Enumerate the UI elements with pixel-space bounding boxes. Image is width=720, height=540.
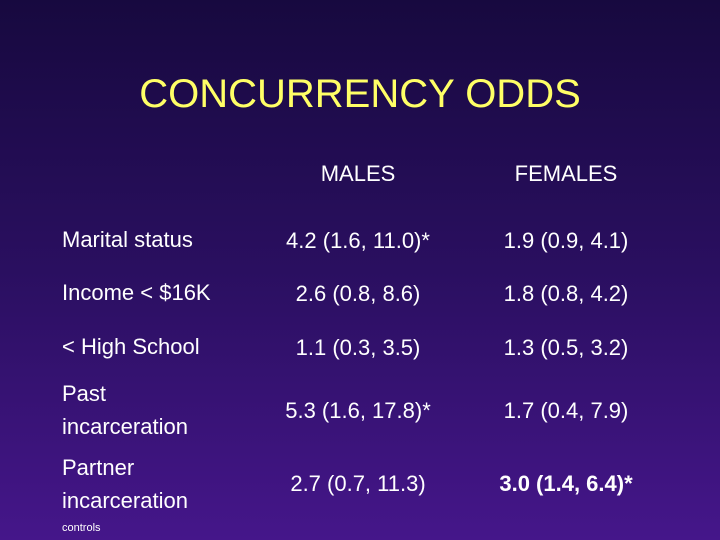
cell: 1.7 (0.4, 7.9) (503, 398, 629, 423)
row-label: Past incarceration (62, 381, 188, 439)
column-header: MALES (320, 161, 396, 186)
cell: 1.8 (0.8, 4.2) (503, 281, 629, 306)
column-header: FEMALES (514, 161, 618, 186)
cell: 3.0 (1.4, 6.4)* (499, 471, 633, 496)
cell: 1.1 (0.3, 3.5) (295, 335, 421, 360)
cell: 5.3 (1.6, 17.8)* (285, 398, 431, 423)
cell: 4.2 (1.6, 11.0)* (286, 228, 430, 253)
row-label: Income < $16K (62, 280, 211, 305)
cell: 2.7 (0.7, 11.3) (290, 471, 426, 496)
row-label: Marital status (62, 227, 193, 252)
cell: 1.3 (0.5, 3.2) (503, 335, 629, 360)
slide-title: CONCURRENCY ODDS (139, 72, 581, 116)
cell: 2.6 (0.8, 8.6) (295, 281, 421, 306)
cell: 1.9 (0.9, 4.1) (503, 228, 629, 253)
row-label: < High School (62, 334, 200, 359)
footnote: controls (62, 522, 101, 534)
row-label: Partner incarceration (62, 455, 188, 513)
